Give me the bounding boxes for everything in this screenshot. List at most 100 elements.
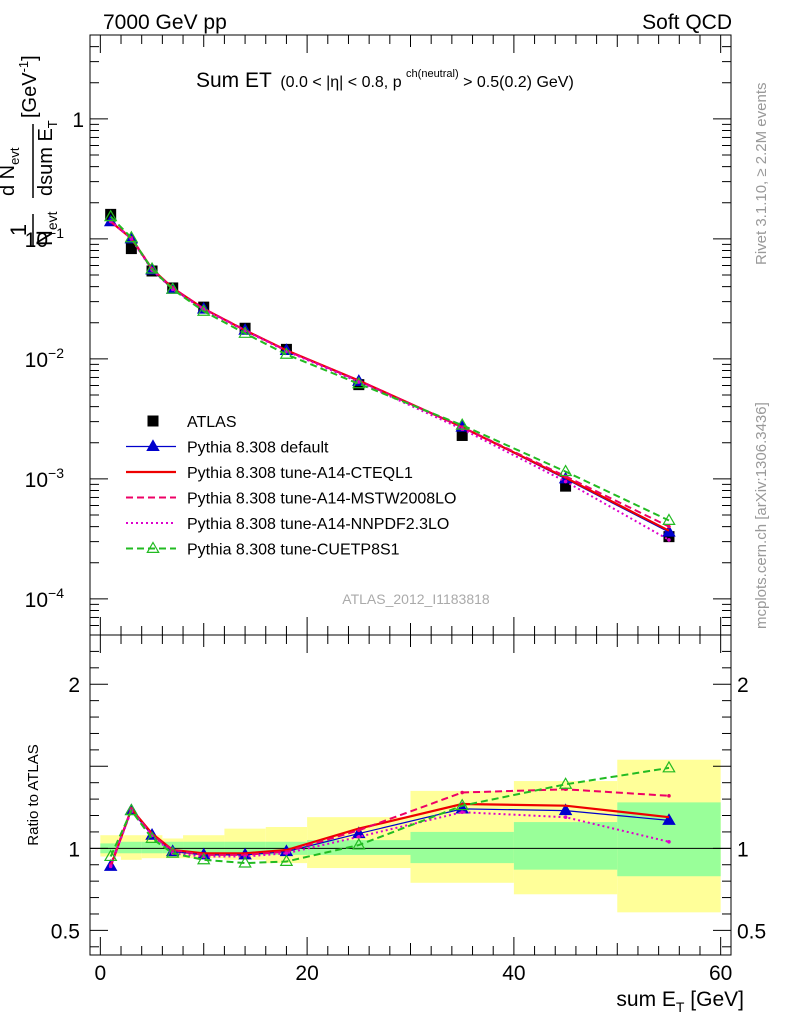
ratio-series-3-point-10 [667, 839, 671, 844]
title-cut-a: (0.0 < |η| < 0.8, p [280, 74, 401, 91]
ratio-bands [90, 759, 731, 913]
main-panel: 110−110−210−310−4 Sum ET (0.0 < |η| < 0.… [0, 34, 732, 636]
ylabel-num-sub: evt [7, 147, 22, 165]
ratio-series-3-point-0 [108, 864, 113, 869]
xlabel-main: sum E [616, 988, 676, 1011]
header-left: 7000 GeV pp [103, 11, 227, 34]
ratio-band-inner-7 [307, 840, 411, 855]
main-series-4-point-1 [129, 237, 134, 241]
ratio-series-0-point-10 [662, 813, 676, 825]
ratio-series-4-point-5 [238, 855, 252, 868]
main-series-3-point-10 [667, 524, 671, 529]
ratio-band-inner-1 [121, 841, 142, 854]
main-atlas-point-8 [456, 429, 468, 441]
ylabel-den2: dsum ET [35, 120, 60, 196]
x-tick-label-2: 40 [502, 962, 525, 985]
main-y-tick-label-2: 10−2 [25, 345, 65, 372]
legend-marker-1 [146, 439, 160, 451]
ratio-series-group [103, 760, 676, 871]
ylabel-den1-sub: evt [44, 211, 60, 230]
ylabel-num: d Nevt [0, 147, 22, 196]
ratio-series-0-point-9 [558, 803, 573, 816]
main-series-5-point-5 [238, 326, 252, 338]
ratio-y-tick-label-right-0: 2 [737, 674, 749, 697]
legend-label-0: ATLAS [187, 414, 237, 431]
main-y-label: 1 Nevt d Nevt dsum ET [GeV-1] [0, 55, 60, 246]
main-series-5-point-8 [455, 418, 469, 430]
ratio-y-tick-label-2: 0.5 [51, 920, 80, 943]
main-series-line-3 [110, 220, 670, 528]
main-series-group [103, 208, 676, 543]
main-atlas-point-9 [560, 480, 572, 492]
main-series-5-point-3 [165, 282, 180, 294]
ylabel-den2-main: dsum E [35, 128, 57, 196]
ratio-series-4-point-8 [455, 798, 469, 811]
ratio-series-3-point-7 [357, 835, 361, 839]
legend-label-2: Pythia 8.308 tune-A14-CTEQL1 [187, 465, 413, 482]
ratio-series-4-point-1 [124, 803, 139, 816]
main-series-5-point-0 [103, 209, 118, 222]
legend-marker-5 [146, 541, 160, 553]
main-y-tick-label-1: 10−1 [25, 225, 65, 252]
title-main: Sum ET [196, 69, 272, 92]
ratio-y-tick-label-right-1: 1 [737, 838, 749, 861]
ylabel-den1-main: N [32, 230, 57, 246]
ylabel-one: 1 [6, 224, 31, 236]
ratio-y-tick-label-right-2: 0.5 [737, 920, 766, 943]
ratio-series-2-point-8 [460, 790, 464, 795]
main-atlas-point-1 [125, 243, 137, 255]
main-series-4-point-7 [357, 380, 361, 384]
ylabel-den1: Nevt [32, 211, 60, 246]
ratio-y-label: Ratio to ATLAS [25, 744, 42, 845]
ratio-series-3-point-6 [284, 851, 289, 856]
main-series-4-point-10 [667, 538, 671, 542]
main-series-4-point-9 [563, 479, 568, 484]
ratio-series-4-point-0 [103, 849, 118, 862]
main-y-tick-label-0: 1 [72, 109, 84, 132]
rivet-label: Rivet 3.1.10, ≥ 2.2M events [753, 83, 770, 266]
ratio-series-4-point-10 [662, 760, 676, 773]
main-series-5-point-10 [662, 513, 676, 525]
ylabel-num-main: d N [0, 165, 19, 196]
main-series-5-point-2 [145, 261, 159, 274]
legend-label-3: Pythia 8.308 tune-A14-MSTW2008LO [187, 491, 456, 508]
ratio-series-4-point-4 [196, 852, 211, 865]
legend-marker-0 [147, 415, 159, 427]
main-series-5-point-4 [196, 304, 211, 316]
ylabel-unit-close: ] [19, 55, 41, 61]
x-tick-label-1: 20 [295, 962, 318, 985]
ratio-band-inner-4 [183, 841, 225, 854]
main-series-line-2 [110, 220, 670, 532]
xlabel-sub: T [676, 999, 685, 1015]
main-series-5-point-9 [558, 464, 573, 477]
ratio-band-inner-2 [141, 841, 163, 854]
ratio-band-inner-9 [513, 822, 618, 870]
ratio-series-3-point-8 [460, 810, 464, 815]
ratio-series-line-4 [109, 766, 670, 865]
main-series-line-5 [109, 215, 670, 522]
main-series-5-point-7 [352, 376, 366, 389]
x-axis-label: sum ET [GeV] [616, 988, 744, 1015]
main-series-5-point-1 [124, 230, 139, 243]
mcplots-label: mcplots.cern.ch [arXiv:1306.3436] [753, 402, 770, 629]
title-cut-b: > 0.5(0.2) GeV) [463, 74, 574, 91]
xlabel-unit: [GeV] [684, 988, 744, 1011]
ratio-series-4-point-6 [279, 854, 294, 866]
header-right: Soft QCD [642, 11, 732, 34]
main-series-line-1 [110, 221, 670, 533]
ratio-panel: 2 2 1 1 0.5 0.5 0 20 40 60 Ratio to ATLAS sum ET … [25, 634, 766, 1015]
legend-label-5: Pythia 8.308 tune-CUETP8S1 [187, 542, 400, 559]
ratio-series-4-point-2 [145, 831, 159, 843]
ratio-ticks: 2 2 1 1 0.5 0.5 0 20 40 60 [51, 634, 766, 985]
ratio-series-4-point-9 [558, 777, 573, 789]
ratio-series-4-point-7 [352, 837, 366, 850]
main-atlas-point-0 [105, 208, 117, 220]
main-ticks: 1 10−1 10−2 10−3 10−4 [25, 34, 731, 636]
legend-label-1: Pythia 8.308 default [187, 440, 329, 457]
main-atlas-point-10 [663, 531, 675, 543]
legend: ATLAS Pythia 8.308 default Pythia 8.308 tu… [126, 414, 456, 559]
ratio-y-tick-label-0: 2 [68, 674, 80, 697]
ratio-band-inner-8 [410, 831, 514, 864]
main-y-tick-label-4: 10−4 [25, 585, 65, 612]
